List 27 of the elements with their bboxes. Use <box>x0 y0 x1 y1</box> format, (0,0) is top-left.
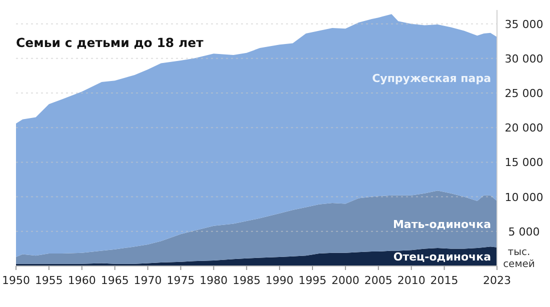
x-tick-label: 1960 <box>68 274 96 287</box>
y-tick-label: 25 000 <box>504 87 544 100</box>
x-tick-label: 2010 <box>397 274 426 287</box>
x-tick-label: 2005 <box>364 274 392 287</box>
x-tick-label: 2000 <box>331 274 360 287</box>
x-tick-label: 1980 <box>200 274 228 287</box>
x-tick-label: 1965 <box>100 274 129 287</box>
y-tick-label: 15 000 <box>504 156 544 170</box>
x-tick-label: 2023 <box>483 274 511 287</box>
x-tick-label: 1975 <box>166 274 195 287</box>
y-tick-label: 10 000 <box>504 190 544 204</box>
x-tick-label: 1950 <box>2 274 30 287</box>
y-tick-label: 5 000 <box>508 225 540 238</box>
x-tick-label: 1990 <box>266 274 294 287</box>
series-label: Мать-одиночка <box>392 218 491 232</box>
series-label: Супружеская пара <box>372 72 491 85</box>
y-tick-label: 30 000 <box>504 52 544 66</box>
text: Семьи с детьми до 18 лет <box>16 35 204 50</box>
y-tick-label: 35 000 <box>504 18 544 31</box>
x-tick-label: 2015 <box>430 274 458 287</box>
x-tick-label: 1985 <box>232 274 261 287</box>
x-tick-label: 1995 <box>298 274 327 287</box>
y-axis-title: тыс. семей <box>503 247 535 270</box>
series-label: Отец-одиночка <box>393 250 491 264</box>
x-tick-label: 1970 <box>134 274 162 287</box>
x-tick-label: 1955 <box>34 274 63 287</box>
y-tick-label: 20 000 <box>504 122 544 135</box>
